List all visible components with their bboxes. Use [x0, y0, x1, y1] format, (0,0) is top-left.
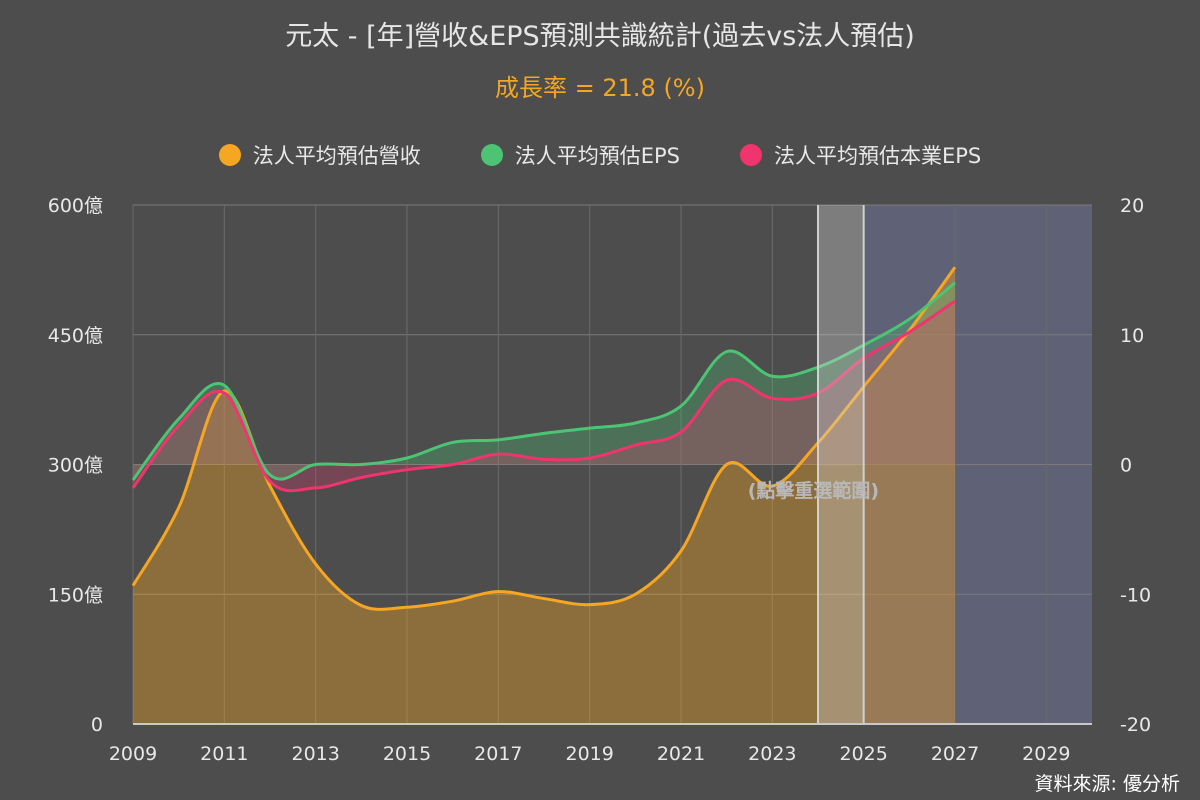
- legend-marker-core-eps: [740, 144, 762, 166]
- series-area-2: [133, 301, 955, 491]
- x-tick-label: 2013: [291, 743, 339, 765]
- y-right-tick-label: -20: [1120, 714, 1151, 736]
- legend-item-eps[interactable]: 法人平均預估EPS: [480, 140, 680, 170]
- y-right-tick-label: -10: [1120, 584, 1151, 606]
- legend-marker-revenue: [218, 144, 241, 166]
- x-tick-label: 2023: [748, 743, 796, 765]
- x-tick-label: 2029: [1022, 743, 1070, 765]
- x-tick-label: 2015: [383, 743, 431, 765]
- series-area-1: [133, 282, 955, 481]
- growth-rate-subtitle: 成長率 = 21.8 (%): [495, 74, 705, 102]
- x-tick-label: 2011: [200, 743, 248, 765]
- series-area-0: [133, 267, 955, 724]
- y-left-tick-label: 0: [91, 714, 103, 736]
- chart-title: 元太 - [年]營收&EPS預測共識統計(過去vs法人預估): [285, 21, 915, 52]
- x-tick-label: 2019: [565, 743, 613, 765]
- range-selection-band[interactable]: [818, 205, 864, 724]
- y-left-tick-label: 450億: [48, 325, 103, 347]
- x-tick-label: 2021: [657, 743, 705, 765]
- y-right-tick-label: 20: [1120, 195, 1144, 217]
- data-source-credit: 資料來源: 優分析: [1034, 773, 1180, 795]
- legend-item-revenue[interactable]: 法人平均預估營收: [218, 140, 421, 170]
- y-left-tick-label: 300億: [48, 455, 103, 477]
- legend-label-core-eps: 法人平均預估本業EPS: [774, 144, 982, 168]
- y-left-tick-label: 150億: [48, 584, 103, 606]
- y-right-tick-label: 0: [1120, 455, 1132, 477]
- legend-label-revenue: 法人平均預估營收: [252, 144, 421, 168]
- x-tick-label: 2025: [839, 743, 887, 765]
- x-tick-label: 2027: [931, 743, 979, 765]
- x-tick-label: 2017: [474, 743, 522, 765]
- reselect-range-hint[interactable]: (點擊重選範圍): [748, 479, 879, 502]
- legend-label-eps: 法人平均預估EPS: [514, 144, 680, 168]
- legend: 法人平均預估營收 法人平均預估EPS 法人平均預估本業EPS: [0, 140, 1200, 170]
- x-tick-label: 2009: [109, 743, 157, 765]
- y-right-tick-label: 10: [1120, 325, 1144, 347]
- y-left-tick-label: 600億: [48, 195, 103, 217]
- legend-item-core-eps[interactable]: 法人平均預估本業EPS: [740, 140, 981, 170]
- legend-marker-eps: [480, 144, 503, 166]
